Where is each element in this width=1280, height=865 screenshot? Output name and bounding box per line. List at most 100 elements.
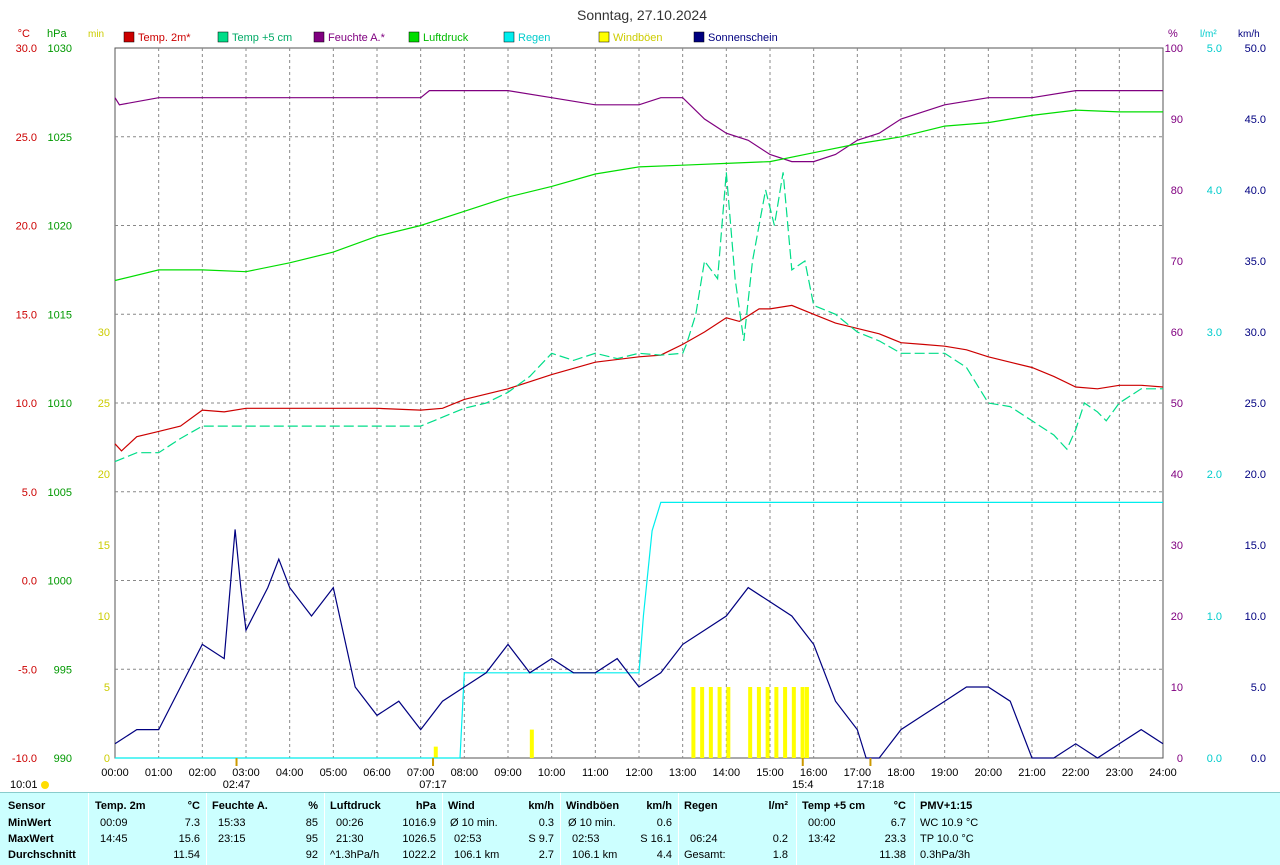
legend-swatch — [123, 31, 135, 43]
pressure-tick-label: 1000 — [48, 576, 72, 588]
press-avg-value: 1022.2 — [402, 849, 436, 861]
time-axis: 00:00 01:00 02:00 03:00 04:00 05:00 06:00 07:00… — [101, 767, 1177, 779]
time-tick-label: 12:00 — [625, 767, 653, 779]
header-temp5: Temp +5 cm — [802, 800, 866, 812]
legend-label: Regen — [518, 32, 550, 44]
time-tick-label: 19:00 — [931, 767, 959, 779]
temp5-min-time: 00:00 — [808, 817, 836, 829]
humidity-tick-label: 60 — [1171, 327, 1183, 339]
time-tick-label: 05:00 — [320, 767, 348, 779]
header-gust-unit: km/h — [646, 800, 672, 812]
sun-tick-label: 15 — [98, 540, 110, 552]
hum-min-value: 85 — [305, 817, 318, 829]
time-tick-label: 23:00 — [1106, 767, 1134, 779]
wind-tick-label: 30.0 — [1245, 327, 1266, 339]
legend-label: Windböen — [613, 32, 663, 44]
grid — [114, 47, 1164, 759]
plot-area — [114, 90, 1164, 759]
sunshine-bar — [708, 687, 713, 758]
temp-max-time: 14:45 — [100, 833, 128, 845]
header-wind: Wind — [448, 800, 475, 812]
wind-distance: 106.1 km — [454, 849, 500, 861]
wind-tick-label: 40.0 — [1245, 185, 1266, 197]
time-tick-label: 01:00 — [145, 767, 173, 779]
temp-tick-label: 5.0 — [22, 487, 37, 499]
pressure-tick-label: 1030 — [48, 43, 72, 55]
press-trend: ^1.3hPa/h — [330, 849, 380, 861]
sunshine-bar — [433, 746, 438, 758]
time-tick-label: 00:00 — [101, 767, 129, 779]
sunshine-bar — [691, 687, 696, 758]
pmv-pressure-trend: 0.3hPa/3h — [920, 849, 971, 861]
hum-min-time: 15:33 — [218, 817, 246, 829]
temp-tick-label: 20.0 — [16, 221, 37, 233]
time-tick-label: 21:00 — [1018, 767, 1046, 779]
header-pressure: Luftdruck — [330, 800, 381, 812]
legend-swatch — [408, 31, 420, 43]
astro-time-label: 17:18 — [857, 779, 885, 791]
rain-tick-label: 0.0 — [1207, 753, 1222, 765]
wind-unit-label: km/h — [1238, 29, 1260, 40]
astro-markers: 02:47 07:17 15:4 17:18 10:01 — [10, 758, 884, 791]
wind-tick-label: 45.0 — [1245, 114, 1266, 126]
series-line — [114, 90, 1163, 163]
sun-tick-label: 30 — [98, 327, 110, 339]
rain-tick-label: 4.0 — [1207, 185, 1222, 197]
astro-time-label: 02:47 — [223, 779, 251, 791]
wind-max-time: 02:53 — [454, 833, 482, 845]
time-tick-label: 07:00 — [407, 767, 435, 779]
temp-tick-label: 30.0 — [16, 43, 37, 55]
wind-avg-value: 2.7 — [538, 849, 554, 861]
pmv-dewpoint: TP 10.0 °C — [920, 833, 974, 845]
humidity-tick-label: 0 — [1177, 753, 1183, 765]
sun-tick-label: 10 — [98, 611, 110, 623]
humidity-tick-label: 30 — [1171, 540, 1183, 552]
sunshine-bar — [717, 687, 722, 758]
temp-tick-label: 0.0 — [22, 576, 37, 588]
rain-tick-label: 1.0 — [1207, 611, 1222, 623]
hum-max-time: 23:15 — [218, 833, 246, 845]
pressure-tick-label: 990 — [54, 753, 72, 765]
time-tick-label: 10:00 — [538, 767, 566, 779]
axes: -10.0 -5.0 0.0 5.0 10.0 15.0 20.0 25.0 30.0 990 99… — [12, 28, 1266, 765]
sun-tick-label: 20 — [98, 469, 110, 481]
rain-max-value: 0.2 — [772, 833, 788, 845]
sun-tick-label: 25 — [98, 398, 110, 410]
time-tick-label: 03:00 — [232, 767, 260, 779]
pressure-tick-label: 1005 — [48, 487, 72, 499]
humidity-tick-label: 100 — [1165, 43, 1183, 55]
row-avg-label: Durchschnitt — [8, 849, 76, 861]
gust-avg-value: 4.4 — [656, 849, 672, 861]
header-humidity: Feuchte A. — [212, 800, 268, 812]
temp5-min-value: 6.7 — [890, 817, 906, 829]
humidity-tick-label: 50 — [1171, 398, 1183, 410]
wind-tick-label: 20.0 — [1245, 469, 1266, 481]
time-tick-label: 13:00 — [669, 767, 697, 779]
sunshine-bar — [765, 687, 770, 758]
gust-distance: 106.1 km — [572, 849, 618, 861]
time-tick-label: 15:00 — [756, 767, 784, 779]
legend-swatch — [217, 31, 229, 43]
header-temp: Temp. 2m — [95, 800, 146, 812]
time-tick-label: 20:00 — [975, 767, 1003, 779]
humidity-tick-label: 80 — [1171, 185, 1183, 197]
wind-tick-label: 25.0 — [1245, 398, 1266, 410]
legend-label: Luftdruck — [423, 32, 469, 44]
humidity-tick-label: 10 — [1171, 682, 1183, 694]
humidity-tick-label: 20 — [1171, 611, 1183, 623]
press-min-value: 1016.9 — [402, 817, 436, 829]
sunshine-bar — [529, 729, 534, 758]
rain-tick-label: 3.0 — [1207, 327, 1222, 339]
sunshine-bar — [700, 687, 705, 758]
sunshine-bar — [800, 687, 805, 758]
sunshine-bar — [726, 687, 731, 758]
pressure-tick-label: 1015 — [48, 309, 72, 321]
series-line — [114, 109, 1163, 282]
astro-time-label: 07:17 — [419, 779, 447, 791]
time-tick-label: 14:00 — [713, 767, 741, 779]
hum-avg-value: 92 — [305, 849, 318, 861]
rain-tick-label: 2.0 — [1207, 469, 1222, 481]
pressure-unit-label: hPa — [47, 28, 67, 40]
sun-tick-label: 0 — [104, 753, 110, 765]
statistics-table: Sensor MinWert MaxWert Durchschnitt Temp… — [0, 792, 1280, 865]
